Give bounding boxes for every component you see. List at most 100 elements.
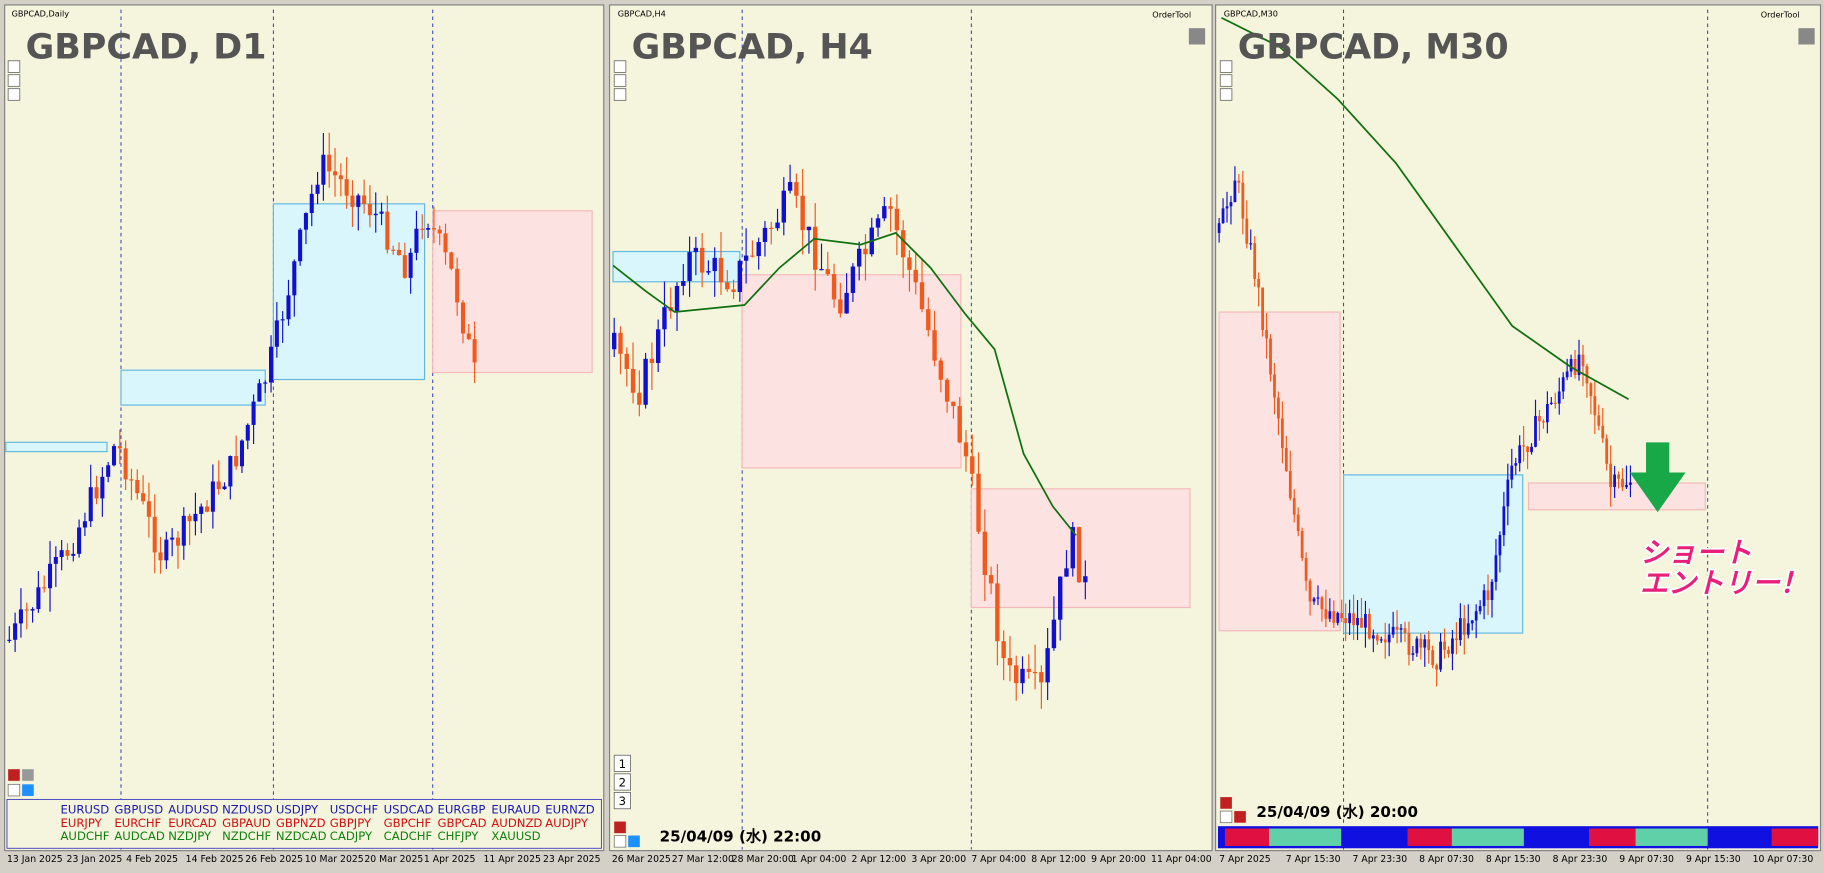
- candle-body: [1001, 641, 1006, 659]
- order-tool[interactable]: OrderTool: [1152, 10, 1191, 20]
- scroll-button[interactable]: [613, 74, 627, 87]
- candle-body: [794, 182, 799, 196]
- currency-pair[interactable]: CADCHF: [384, 829, 433, 843]
- scroll-button[interactable]: [613, 60, 627, 73]
- timestamp: 25/04/09 (水) 22:00: [660, 827, 822, 845]
- candle-body: [1261, 287, 1264, 331]
- currency-pair[interactable]: NZDJPY: [168, 829, 212, 843]
- candle-body: [100, 476, 105, 499]
- tool-button[interactable]: [1219, 810, 1233, 824]
- scroll-button[interactable]: [1219, 88, 1233, 101]
- close-button[interactable]: [1188, 28, 1206, 45]
- x-label: 8 Apr 12:00: [1031, 854, 1086, 865]
- candle-body: [1538, 415, 1541, 422]
- candle-body: [630, 368, 636, 393]
- candle-body: [1605, 438, 1609, 464]
- candle-body: [193, 513, 198, 522]
- tool-button[interactable]: [22, 784, 34, 796]
- page-button[interactable]: [613, 773, 631, 791]
- x-label: 2 Apr 12:00: [852, 854, 907, 865]
- candle-body: [1439, 641, 1442, 670]
- tool-button[interactable]: [8, 769, 20, 781]
- scroll-button[interactable]: [1219, 60, 1233, 73]
- candle-body: [1435, 665, 1439, 670]
- candle-body: [1553, 402, 1557, 404]
- x-label: 8 Apr 23:30: [1553, 854, 1608, 865]
- annotation: ショート: [1640, 536, 1752, 569]
- close-button[interactable]: [1798, 28, 1815, 45]
- candle-body: [146, 501, 151, 517]
- candle-body: [42, 587, 47, 589]
- tool-button[interactable]: [614, 821, 626, 834]
- candle-body: [1280, 418, 1284, 448]
- tool-button[interactable]: [7, 783, 21, 797]
- currency-pair[interactable]: AUDUSD: [168, 802, 218, 816]
- currency-pair[interactable]: USDCAD: [384, 802, 434, 816]
- currency-pair[interactable]: CHFJPY: [438, 829, 480, 843]
- scroll-button[interactable]: [7, 88, 21, 101]
- currency-pair[interactable]: AUDCHF: [60, 829, 109, 843]
- currency-pair[interactable]: XAUUSD: [491, 829, 540, 843]
- currency-pair[interactable]: EURCAD: [168, 816, 216, 830]
- candle-body: [1364, 613, 1367, 628]
- currency-pair[interactable]: EURCHF: [114, 816, 161, 830]
- candle-body: [402, 255, 407, 278]
- currency-pair[interactable]: USDJPY: [276, 802, 319, 816]
- currency-pair[interactable]: EURNZD: [545, 802, 595, 816]
- currency-pair[interactable]: GBPCAD: [438, 816, 487, 830]
- candle-body: [1486, 590, 1490, 601]
- currency-pair[interactable]: EURAUD: [491, 802, 540, 816]
- candle-body: [1530, 446, 1533, 453]
- scroll-button[interactable]: [7, 60, 21, 73]
- tool-button[interactable]: [1220, 797, 1232, 809]
- candle-body: [1233, 180, 1237, 203]
- currency-pair[interactable]: NZDCHF: [222, 829, 271, 843]
- candle-body: [1419, 638, 1423, 648]
- currency-pair[interactable]: AUDNZD: [491, 816, 542, 830]
- tool-button[interactable]: [628, 835, 640, 848]
- currency-pair[interactable]: GBPJPY: [330, 816, 372, 830]
- currency-pair[interactable]: EURUSD: [60, 802, 109, 816]
- x-label: 26 Mar 2025: [612, 854, 671, 865]
- tool-button[interactable]: [22, 769, 34, 781]
- candle-body: [245, 424, 250, 441]
- currency-pair[interactable]: CADJPY: [330, 829, 373, 843]
- currency-pair[interactable]: NZDUSD: [222, 802, 272, 816]
- tool-button[interactable]: [1234, 811, 1246, 823]
- candle-body: [1617, 474, 1620, 479]
- candle-body: [951, 401, 956, 407]
- scroll-button[interactable]: [7, 74, 21, 87]
- candle-body: [1534, 415, 1537, 447]
- page-button-label: 2: [619, 776, 626, 790]
- currency-pair[interactable]: GBPNZD: [276, 816, 326, 830]
- currency-pair[interactable]: AUDCAD: [114, 829, 164, 843]
- currency-pair[interactable]: EURGBP: [438, 802, 486, 816]
- candle-body: [164, 539, 169, 561]
- currency-pair[interactable]: EURJPY: [60, 816, 102, 830]
- currency-pair[interactable]: GBPCHF: [384, 816, 432, 830]
- scroll-button[interactable]: [1219, 74, 1233, 87]
- candle-body: [1518, 445, 1522, 464]
- page-button[interactable]: [613, 754, 631, 772]
- currency-pair[interactable]: NZDCAD: [276, 829, 327, 843]
- candle-body: [1241, 182, 1245, 219]
- order-tool[interactable]: OrderTool: [1761, 10, 1800, 20]
- page-button[interactable]: [613, 792, 631, 810]
- currency-pair[interactable]: GBPUSD: [114, 802, 163, 816]
- candle-body: [838, 299, 843, 314]
- demand-zone: [5, 441, 108, 453]
- candle-body: [1395, 626, 1399, 630]
- currency-pair[interactable]: GBPAUD: [222, 816, 271, 830]
- timestamp: 25/04/09 (水) 20:00: [1256, 803, 1418, 821]
- currency-pair[interactable]: AUDJPY: [545, 816, 589, 830]
- x-label: 7 Apr 23:30: [1352, 854, 1407, 865]
- candle-body: [1225, 206, 1229, 209]
- tool-button[interactable]: [613, 835, 627, 848]
- scroll-button[interactable]: [613, 88, 627, 101]
- x-label: 23 Jan 2025: [67, 854, 123, 865]
- candle-body: [367, 204, 372, 216]
- currency-pair[interactable]: USDCHF: [330, 802, 379, 816]
- candle-body: [1415, 638, 1419, 654]
- x-label: 8 Apr 15:30: [1486, 854, 1541, 865]
